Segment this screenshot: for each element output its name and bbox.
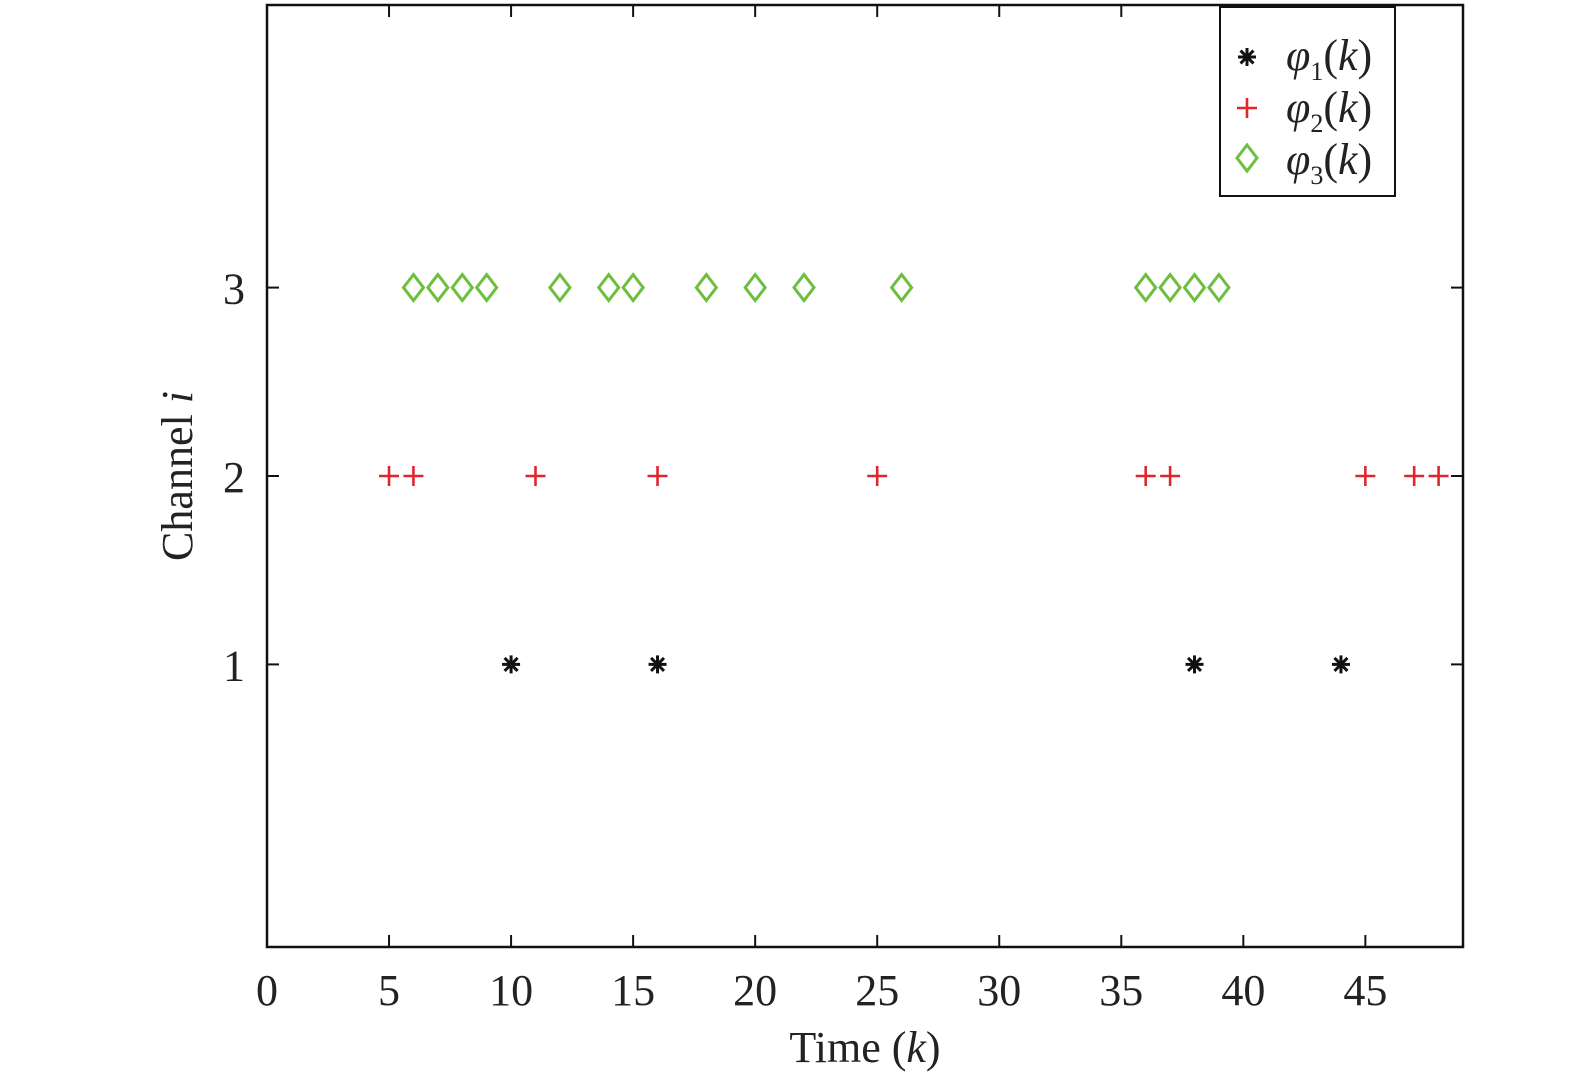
series-3-point xyxy=(621,272,646,304)
legend-marker-3 xyxy=(1235,142,1259,174)
axis-tick-labels: 0 5 10 15 20 25 30 35 40 45 1 2 3 xyxy=(223,265,1387,1015)
series-3-point xyxy=(596,272,621,304)
series-2-point xyxy=(1355,466,1376,486)
series-3-point xyxy=(743,272,768,304)
legend-entry-3: φ3(k) xyxy=(1286,135,1372,190)
x-axis-title: Time (k) xyxy=(789,1023,940,1072)
series-2-point xyxy=(525,466,546,486)
y-tick-label: 3 xyxy=(223,265,245,314)
series-3-point xyxy=(1182,272,1207,304)
series-1-point xyxy=(502,655,521,674)
series-2-point xyxy=(379,466,400,486)
series-3-point xyxy=(1158,272,1182,304)
series-3-point xyxy=(792,272,816,304)
series-3-point xyxy=(401,272,426,304)
series-2-point xyxy=(1135,466,1156,486)
legend-entry-2: φ2(k) xyxy=(1286,83,1372,138)
series-2-point xyxy=(647,466,668,486)
legend-markers xyxy=(1235,48,1259,174)
x-tick-label: 25 xyxy=(855,966,899,1015)
x-tick-label: 0 xyxy=(256,966,278,1015)
x-tick-label: 35 xyxy=(1099,966,1143,1015)
x-tick-label: 10 xyxy=(489,966,533,1015)
x-tick-label: 5 xyxy=(378,966,400,1015)
y-tick-label: 2 xyxy=(223,453,245,502)
x-tick-label: 20 xyxy=(733,966,777,1015)
x-tick-label: 45 xyxy=(1343,966,1387,1015)
legend-marker-2 xyxy=(1237,98,1257,118)
y-axis-title: Channel i xyxy=(153,391,202,561)
x-tick-label: 40 xyxy=(1221,966,1265,1015)
legend-marker-1 xyxy=(1238,48,1256,66)
series-3-point xyxy=(425,272,450,304)
series-3-point xyxy=(1133,272,1158,304)
series-3-point xyxy=(474,272,499,304)
legend: φ1(k) φ2(k) φ3(k) xyxy=(1219,6,1396,197)
series-3-point xyxy=(1207,272,1231,304)
x-tick-label: 30 xyxy=(977,966,1021,1015)
series-2-point xyxy=(1160,466,1181,486)
series-3-point xyxy=(548,272,572,304)
series-1-point xyxy=(1331,655,1350,674)
series-2-point xyxy=(403,466,424,486)
series-3-point xyxy=(450,272,475,304)
series-3-point xyxy=(889,272,914,304)
x-tick-label: 15 xyxy=(611,966,655,1015)
series-2-point xyxy=(1404,466,1425,486)
series-3-point xyxy=(694,272,719,304)
series-2-point xyxy=(867,466,888,486)
series-1-point xyxy=(1185,655,1204,674)
data-marks xyxy=(379,272,1449,674)
series-2-point xyxy=(1428,466,1449,486)
y-tick-label: 1 xyxy=(223,641,245,690)
axis-ticks xyxy=(266,5,1463,947)
legend-entry-1: φ1(k) xyxy=(1286,31,1372,86)
series-1-point xyxy=(648,655,667,674)
